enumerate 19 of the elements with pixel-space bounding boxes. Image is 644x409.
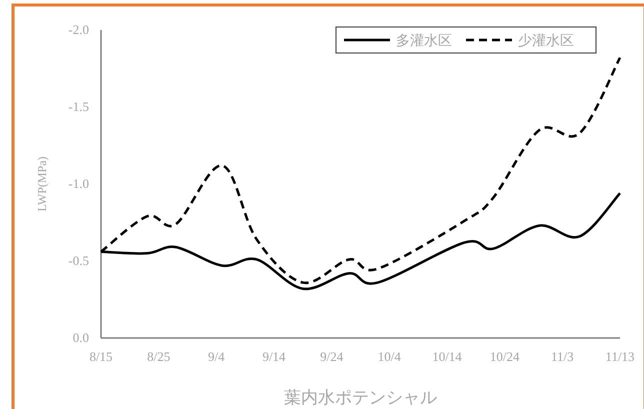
y-tick-label: -1.5: [68, 99, 89, 114]
x-tick-label: 9/24: [320, 349, 344, 364]
x-tick-label: 10/14: [432, 349, 462, 364]
y-tick-label: -1.0: [68, 176, 89, 191]
x-tick-label: 9/14: [262, 349, 286, 364]
x-tick-label: 8/25: [147, 349, 170, 364]
y-tick-label: -2.0: [68, 22, 89, 37]
x-tick-label: 10/4: [378, 349, 402, 364]
legend-label: 多灌水区: [396, 33, 452, 49]
y-tick-label: 0.0: [72, 330, 89, 345]
y-axis-title: LWP(MPa): [35, 156, 49, 212]
x-tick-label: 9/4: [208, 349, 226, 364]
y-tick-label: -0.5: [68, 253, 89, 268]
x-axis-title: 葉内水ポテンシャル: [284, 388, 437, 407]
x-tick-label: 8/15: [89, 349, 113, 364]
x-tick-label: 11/3: [551, 349, 574, 364]
x-tick-label: 11/13: [605, 349, 635, 364]
legend-label: 少灌水区: [518, 33, 574, 49]
x-tick-label: 10/24: [490, 349, 520, 364]
